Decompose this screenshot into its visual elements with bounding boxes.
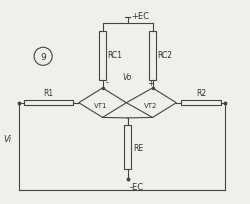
Text: R1: R1 [44,88,54,97]
Text: VT2: VT2 [144,102,157,108]
Text: RC2: RC2 [157,51,172,60]
Text: Vi: Vi [3,135,11,144]
Text: RC1: RC1 [107,51,122,60]
Text: R2: R2 [196,88,206,97]
Text: +: + [147,78,154,87]
Bar [24,101,73,106]
Bar [149,32,156,81]
Text: -EC: -EC [130,182,144,191]
Bar [99,32,106,81]
Text: VT1: VT1 [94,102,107,108]
Bar [124,125,131,170]
Text: 9: 9 [40,53,46,61]
Text: -: - [106,78,108,87]
Text: +EC: +EC [131,12,149,21]
Text: RE: RE [133,143,143,152]
Bar [181,101,221,106]
Text: Vo: Vo [123,72,132,81]
